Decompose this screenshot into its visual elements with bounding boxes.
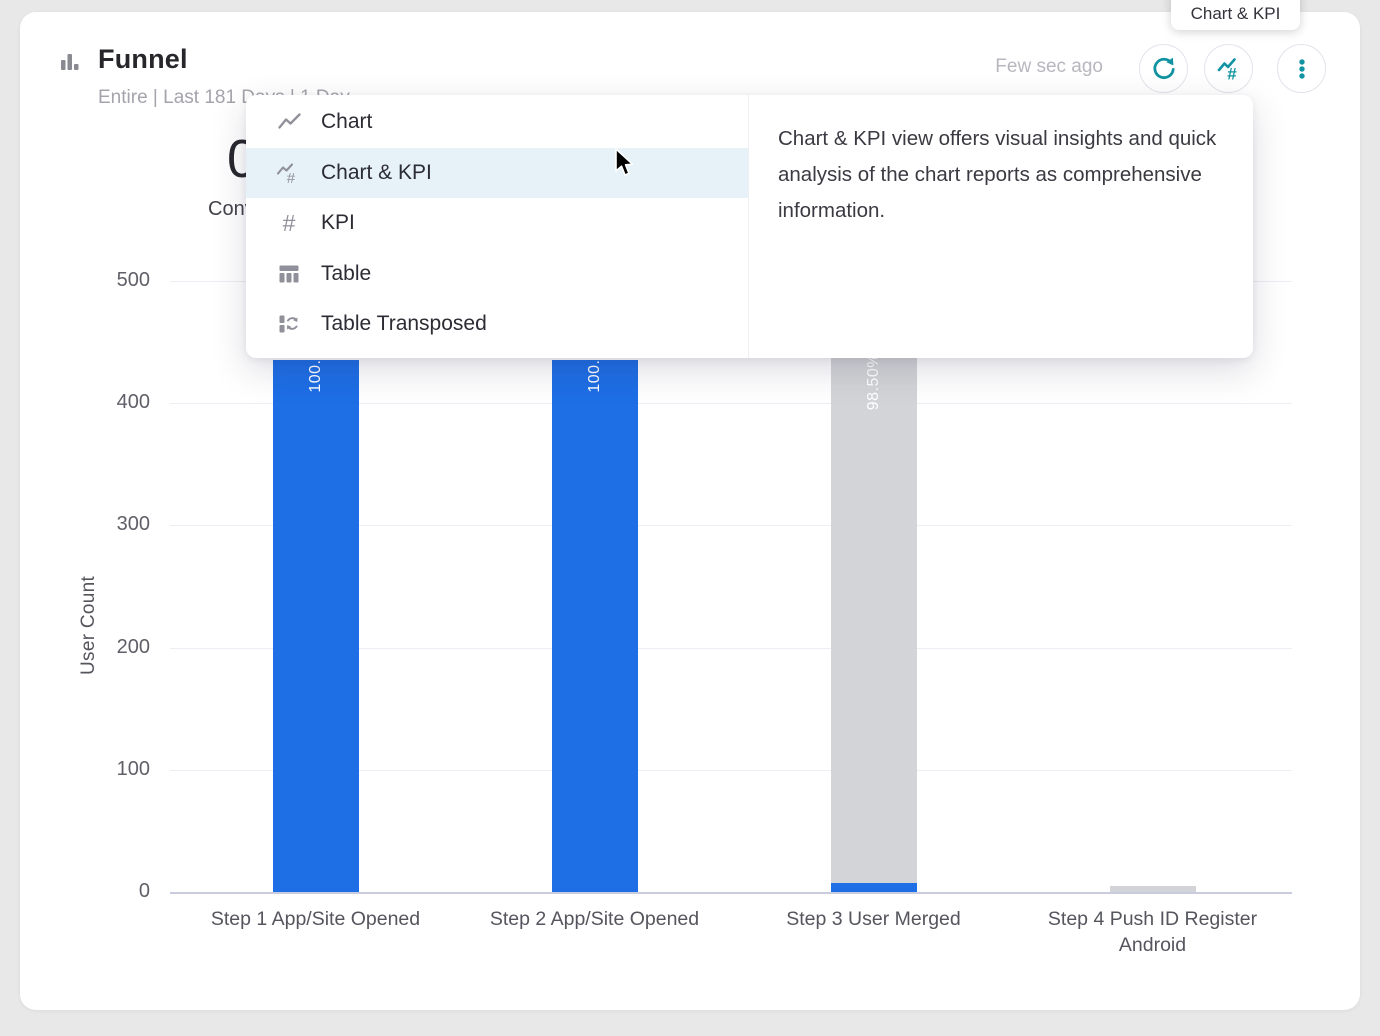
- x-axis-label: Step 4 Push ID Register Android: [1047, 908, 1258, 956]
- bar-percentage-label: 98.50%: [864, 357, 882, 411]
- menu-item-label: Table: [321, 261, 372, 285]
- view-description-text: Chart & KPI view offers visual insights …: [778, 127, 1217, 222]
- menu-item-label: Table Transposed: [321, 312, 487, 336]
- line-chart-icon: [276, 109, 302, 135]
- view-description-panel: Chart & KPI view offers visual insights …: [748, 95, 1253, 358]
- y-tick-label: 400: [116, 391, 150, 414]
- view-switcher-popover: Chart # Chart & KPI # KPI: [246, 95, 1253, 358]
- gridline: [170, 525, 1292, 527]
- y-tick-label: 100: [116, 757, 150, 780]
- x-axis-line: [170, 892, 1292, 894]
- table-transposed-icon: [276, 311, 302, 337]
- converted-users-segment: [830, 883, 917, 892]
- gridline: [170, 403, 1292, 405]
- refresh-icon: [1153, 57, 1175, 79]
- menu-item-label: KPI: [321, 211, 355, 235]
- gridline: [170, 769, 1292, 771]
- table-icon: [276, 261, 302, 287]
- mouse-cursor: [615, 148, 634, 176]
- chart-kpi-icon: #: [276, 160, 302, 186]
- last-updated-text: Few sec ago: [995, 56, 1103, 77]
- menu-item-table-transposed[interactable]: Table Transposed: [246, 299, 748, 350]
- funnel-bar-step-2[interactable]: 100.00%: [551, 360, 638, 892]
- bar-percentage-label: 100.00%: [586, 360, 604, 393]
- more-options-button[interactable]: [1277, 44, 1326, 93]
- refresh-button[interactable]: [1139, 44, 1188, 93]
- funnel-bar-step-4[interactable]: [1109, 885, 1196, 892]
- y-tick-label: 500: [116, 269, 150, 291]
- funnel-bar-step-3[interactable]: 98.50%: [830, 357, 917, 892]
- chart-kpi-icon: #: [1217, 57, 1237, 83]
- menu-item-label: Chart & KPI: [321, 160, 432, 184]
- view-switcher-tooltip: Chart & KPI: [1171, 0, 1300, 30]
- kebab-menu-icon: [1298, 58, 1305, 79]
- converted-users-segment: [272, 360, 359, 892]
- svg-text:#: #: [1227, 64, 1237, 83]
- svg-text:#: #: [287, 170, 296, 186]
- menu-item-label: Chart: [321, 110, 373, 134]
- menu-item-table[interactable]: Table: [246, 249, 748, 300]
- menu-item-chart-and-kpi[interactable]: # Chart & KPI: [246, 147, 748, 198]
- dropped-users-segment: [1109, 885, 1196, 892]
- menu-item-chart[interactable]: Chart: [246, 97, 748, 148]
- x-axis-label: Step 2 App/Site Opened: [489, 908, 700, 930]
- view-switcher-tooltip-label: Chart & KPI: [1190, 4, 1281, 23]
- dropped-users-segment: [830, 357, 917, 884]
- menu-item-kpi[interactable]: # KPI: [246, 198, 748, 249]
- gridline: [170, 647, 1292, 649]
- bar-chart-icon: [61, 54, 79, 70]
- y-tick-label: 200: [116, 635, 150, 658]
- y-tick-label: 300: [116, 513, 150, 536]
- view-switcher-menu: Chart # Chart & KPI # KPI: [246, 95, 748, 358]
- y-tick-label: 0: [138, 880, 150, 902]
- hash-icon: #: [282, 209, 296, 236]
- view-switcher-button[interactable]: #: [1204, 44, 1253, 93]
- bar-percentage-label: 100.00%: [307, 360, 325, 393]
- funnel-bar-step-1[interactable]: 100.00%: [272, 360, 359, 892]
- x-axis-label: Step 3 User Merged: [786, 908, 961, 930]
- x-axis-label: Step 1 App/Site Opened: [210, 908, 421, 930]
- page-title: Funnel: [98, 44, 188, 74]
- converted-users-segment: [551, 360, 638, 892]
